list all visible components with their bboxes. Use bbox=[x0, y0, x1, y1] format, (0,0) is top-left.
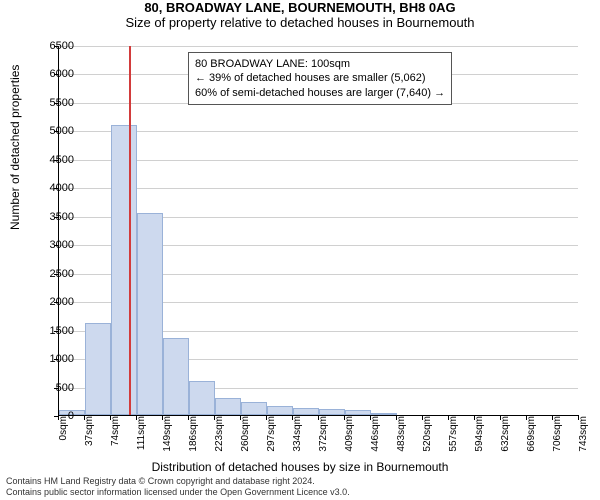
ytick-label: 5000 bbox=[34, 125, 74, 137]
xtick-label: 260sqm bbox=[240, 416, 251, 452]
ytick-label: 3500 bbox=[34, 211, 74, 223]
gridline bbox=[59, 46, 578, 47]
xtick-label: 223sqm bbox=[214, 416, 225, 452]
histogram-bar bbox=[85, 323, 111, 415]
xtick-label: 520sqm bbox=[422, 416, 433, 452]
annotation-line2: ← 39% of detached houses are smaller (5,… bbox=[195, 71, 445, 85]
xtick-label: 706sqm bbox=[552, 416, 563, 452]
ytick-label: 5500 bbox=[34, 97, 74, 109]
ytick-label: 500 bbox=[34, 382, 74, 394]
ytick-label: 0 bbox=[34, 410, 74, 422]
footer-line2: Contains public sector information licen… bbox=[6, 487, 350, 498]
xtick-label: 297sqm bbox=[266, 416, 277, 452]
xtick-label: 743sqm bbox=[578, 416, 589, 452]
xtick-label: 334sqm bbox=[292, 416, 303, 452]
footer-line1: Contains HM Land Registry data © Crown c… bbox=[6, 476, 350, 487]
ytick-label: 6500 bbox=[34, 40, 74, 52]
xtick-label: 632sqm bbox=[500, 416, 511, 452]
histogram-bar bbox=[111, 125, 137, 415]
chart-title: 80, BROADWAY LANE, BOURNEMOUTH, BH8 0AG bbox=[0, 0, 600, 15]
ytick-label: 4000 bbox=[34, 182, 74, 194]
ytick-label: 3000 bbox=[34, 239, 74, 251]
annotation-line1: 80 BROADWAY LANE: 100sqm bbox=[195, 57, 445, 71]
histogram-bar bbox=[163, 338, 189, 415]
xtick-label: 483sqm bbox=[396, 416, 407, 452]
xtick-label: 409sqm bbox=[344, 416, 355, 452]
annotation-box: 80 BROADWAY LANE: 100sqm ← 39% of detach… bbox=[188, 52, 452, 105]
chart-area: 80 BROADWAY LANE: 100sqm ← 39% of detach… bbox=[58, 46, 578, 416]
ytick-label: 4500 bbox=[34, 154, 74, 166]
ytick-label: 2500 bbox=[34, 268, 74, 280]
histogram-bar bbox=[293, 408, 319, 415]
histogram-bar bbox=[267, 406, 293, 415]
histogram-bar bbox=[241, 402, 267, 415]
chart-subtitle: Size of property relative to detached ho… bbox=[0, 15, 600, 30]
histogram-bar bbox=[345, 410, 371, 415]
xtick-label: 74sqm bbox=[110, 416, 121, 446]
ytick-label: 2000 bbox=[34, 296, 74, 308]
y-axis-label: Number of detached properties bbox=[8, 65, 22, 230]
histogram-bar bbox=[319, 409, 345, 415]
histogram-bar bbox=[215, 398, 241, 415]
xtick-label: 186sqm bbox=[188, 416, 199, 452]
histogram-bar bbox=[371, 413, 397, 415]
xtick-label: 669sqm bbox=[526, 416, 537, 452]
histogram-bar bbox=[189, 381, 215, 415]
ytick-label: 6000 bbox=[34, 68, 74, 80]
xtick-label: 594sqm bbox=[474, 416, 485, 452]
footer-attribution: Contains HM Land Registry data © Crown c… bbox=[6, 476, 350, 498]
x-axis-label: Distribution of detached houses by size … bbox=[0, 460, 600, 474]
xtick-label: 446sqm bbox=[370, 416, 381, 452]
annotation-line3: 60% of semi-detached houses are larger (… bbox=[195, 86, 445, 100]
ytick-label: 1000 bbox=[34, 353, 74, 365]
xtick-label: 37sqm bbox=[84, 416, 95, 446]
histogram-bar bbox=[137, 213, 163, 415]
ytick-label: 1500 bbox=[34, 325, 74, 337]
xtick-label: 557sqm bbox=[448, 416, 459, 452]
xtick-label: 111sqm bbox=[136, 416, 147, 450]
xtick-label: 372sqm bbox=[318, 416, 329, 452]
marker-line bbox=[129, 46, 131, 415]
xtick-label: 149sqm bbox=[162, 416, 173, 452]
